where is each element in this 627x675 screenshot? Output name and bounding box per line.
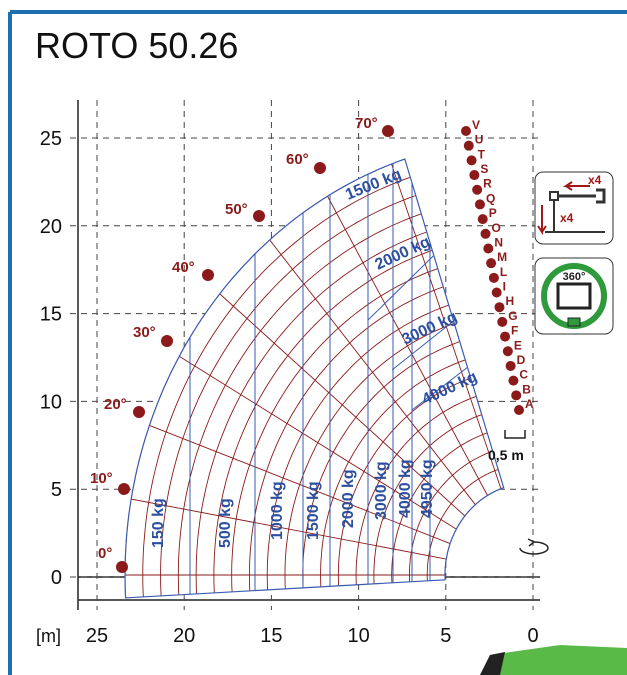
angle-point: [161, 335, 173, 347]
angle-point: [382, 125, 394, 137]
boom-label: A: [525, 397, 534, 411]
boom-label: D: [517, 353, 526, 367]
boom-point: [511, 390, 521, 400]
load-label: 1000 kg: [269, 481, 286, 540]
boom-point: [494, 302, 504, 312]
angle-label: 30°: [133, 324, 156, 341]
scale-note: 0,5 m: [488, 447, 524, 463]
boom-label: U: [475, 133, 484, 147]
boom-point: [503, 346, 513, 356]
boom-label: R: [483, 177, 492, 191]
boom-point: [500, 332, 510, 342]
boom-label: V: [472, 118, 480, 132]
boom-point: [489, 273, 499, 283]
load-label: 4950 kg: [419, 459, 436, 518]
y-tick-label: 0: [51, 567, 62, 589]
y-tick-label: 5: [51, 479, 62, 501]
x-tick-label: 15: [260, 625, 282, 647]
boom-label: M: [497, 250, 507, 264]
boom-label: L: [500, 265, 507, 279]
boom-label: F: [511, 324, 518, 338]
boom-point: [475, 199, 485, 209]
icon-label: x4: [588, 173, 602, 187]
boom-point: [467, 155, 477, 165]
boom-point: [506, 361, 516, 371]
unit-label: [m]: [36, 626, 61, 646]
boom-point: [497, 317, 507, 327]
boom-point: [464, 141, 474, 151]
angle-point: [133, 406, 145, 418]
angle-point: [314, 162, 326, 174]
angle-point: [118, 483, 130, 495]
boom-label: G: [508, 309, 517, 323]
boom-point: [478, 214, 488, 224]
boom-point: [492, 288, 502, 298]
boom-label: P: [489, 206, 497, 220]
boom-label: O: [492, 221, 501, 235]
load-label: 3000 kg: [373, 461, 390, 520]
boom-point: [472, 185, 482, 195]
angle-point: [116, 561, 128, 573]
boom-label: S: [480, 162, 488, 176]
boom-point: [481, 229, 491, 239]
boom-label: B: [522, 382, 531, 396]
y-tick-label: 20: [40, 216, 62, 238]
boom-label: N: [494, 235, 503, 249]
load-chart: ROTO 50.26 25 20 15 10 5 0 0 5 10 15 20 25 [m] 0° 10° 2…: [0, 0, 627, 675]
angle-point: [202, 269, 214, 281]
y-tick-label: 25: [40, 128, 62, 150]
load-label: 4000 kg: [397, 459, 414, 518]
y-tick-label: 15: [40, 304, 62, 326]
angle-label: 0°: [98, 545, 112, 562]
boom-point: [461, 126, 471, 136]
icon-label: 360°: [563, 271, 586, 283]
angle-label: 50°: [225, 201, 248, 218]
boom-label: C: [519, 368, 528, 382]
y-tick-label: 10: [40, 391, 62, 413]
angle-label: 20°: [104, 396, 127, 413]
load-label: 500 kg: [217, 498, 234, 548]
boom-label: E: [514, 338, 522, 352]
boom-label: Q: [486, 191, 495, 205]
boom-point: [514, 405, 524, 415]
boom-point: [508, 376, 518, 386]
boom-label: I: [503, 280, 506, 294]
angle-label: 70°: [355, 115, 378, 132]
load-label: 150 kg: [150, 498, 167, 548]
rotation-icon: 360°: [535, 258, 613, 334]
x-tick-label: 5: [440, 625, 451, 647]
load-label: 2000 kg: [340, 469, 357, 528]
boom-point: [486, 258, 496, 268]
x-tick-label: 0: [527, 625, 538, 647]
x-tick-label: 25: [86, 625, 108, 647]
icon-label: x4: [560, 211, 574, 225]
x-tick-label: 10: [347, 625, 369, 647]
title: ROTO 50.26: [35, 25, 238, 66]
x-tick-label: 20: [173, 625, 195, 647]
boom-label: H: [505, 294, 514, 308]
angle-label: 60°: [286, 151, 309, 168]
angle-point: [253, 210, 265, 222]
angle-label: 40°: [172, 259, 195, 276]
boom-point: [483, 243, 493, 253]
angle-label: 10°: [90, 470, 113, 487]
stabilizer-icon: x4 x4: [535, 172, 613, 244]
boom-label: T: [478, 147, 486, 161]
load-label: 1500 kg: [305, 481, 322, 540]
boom-point: [469, 170, 479, 180]
